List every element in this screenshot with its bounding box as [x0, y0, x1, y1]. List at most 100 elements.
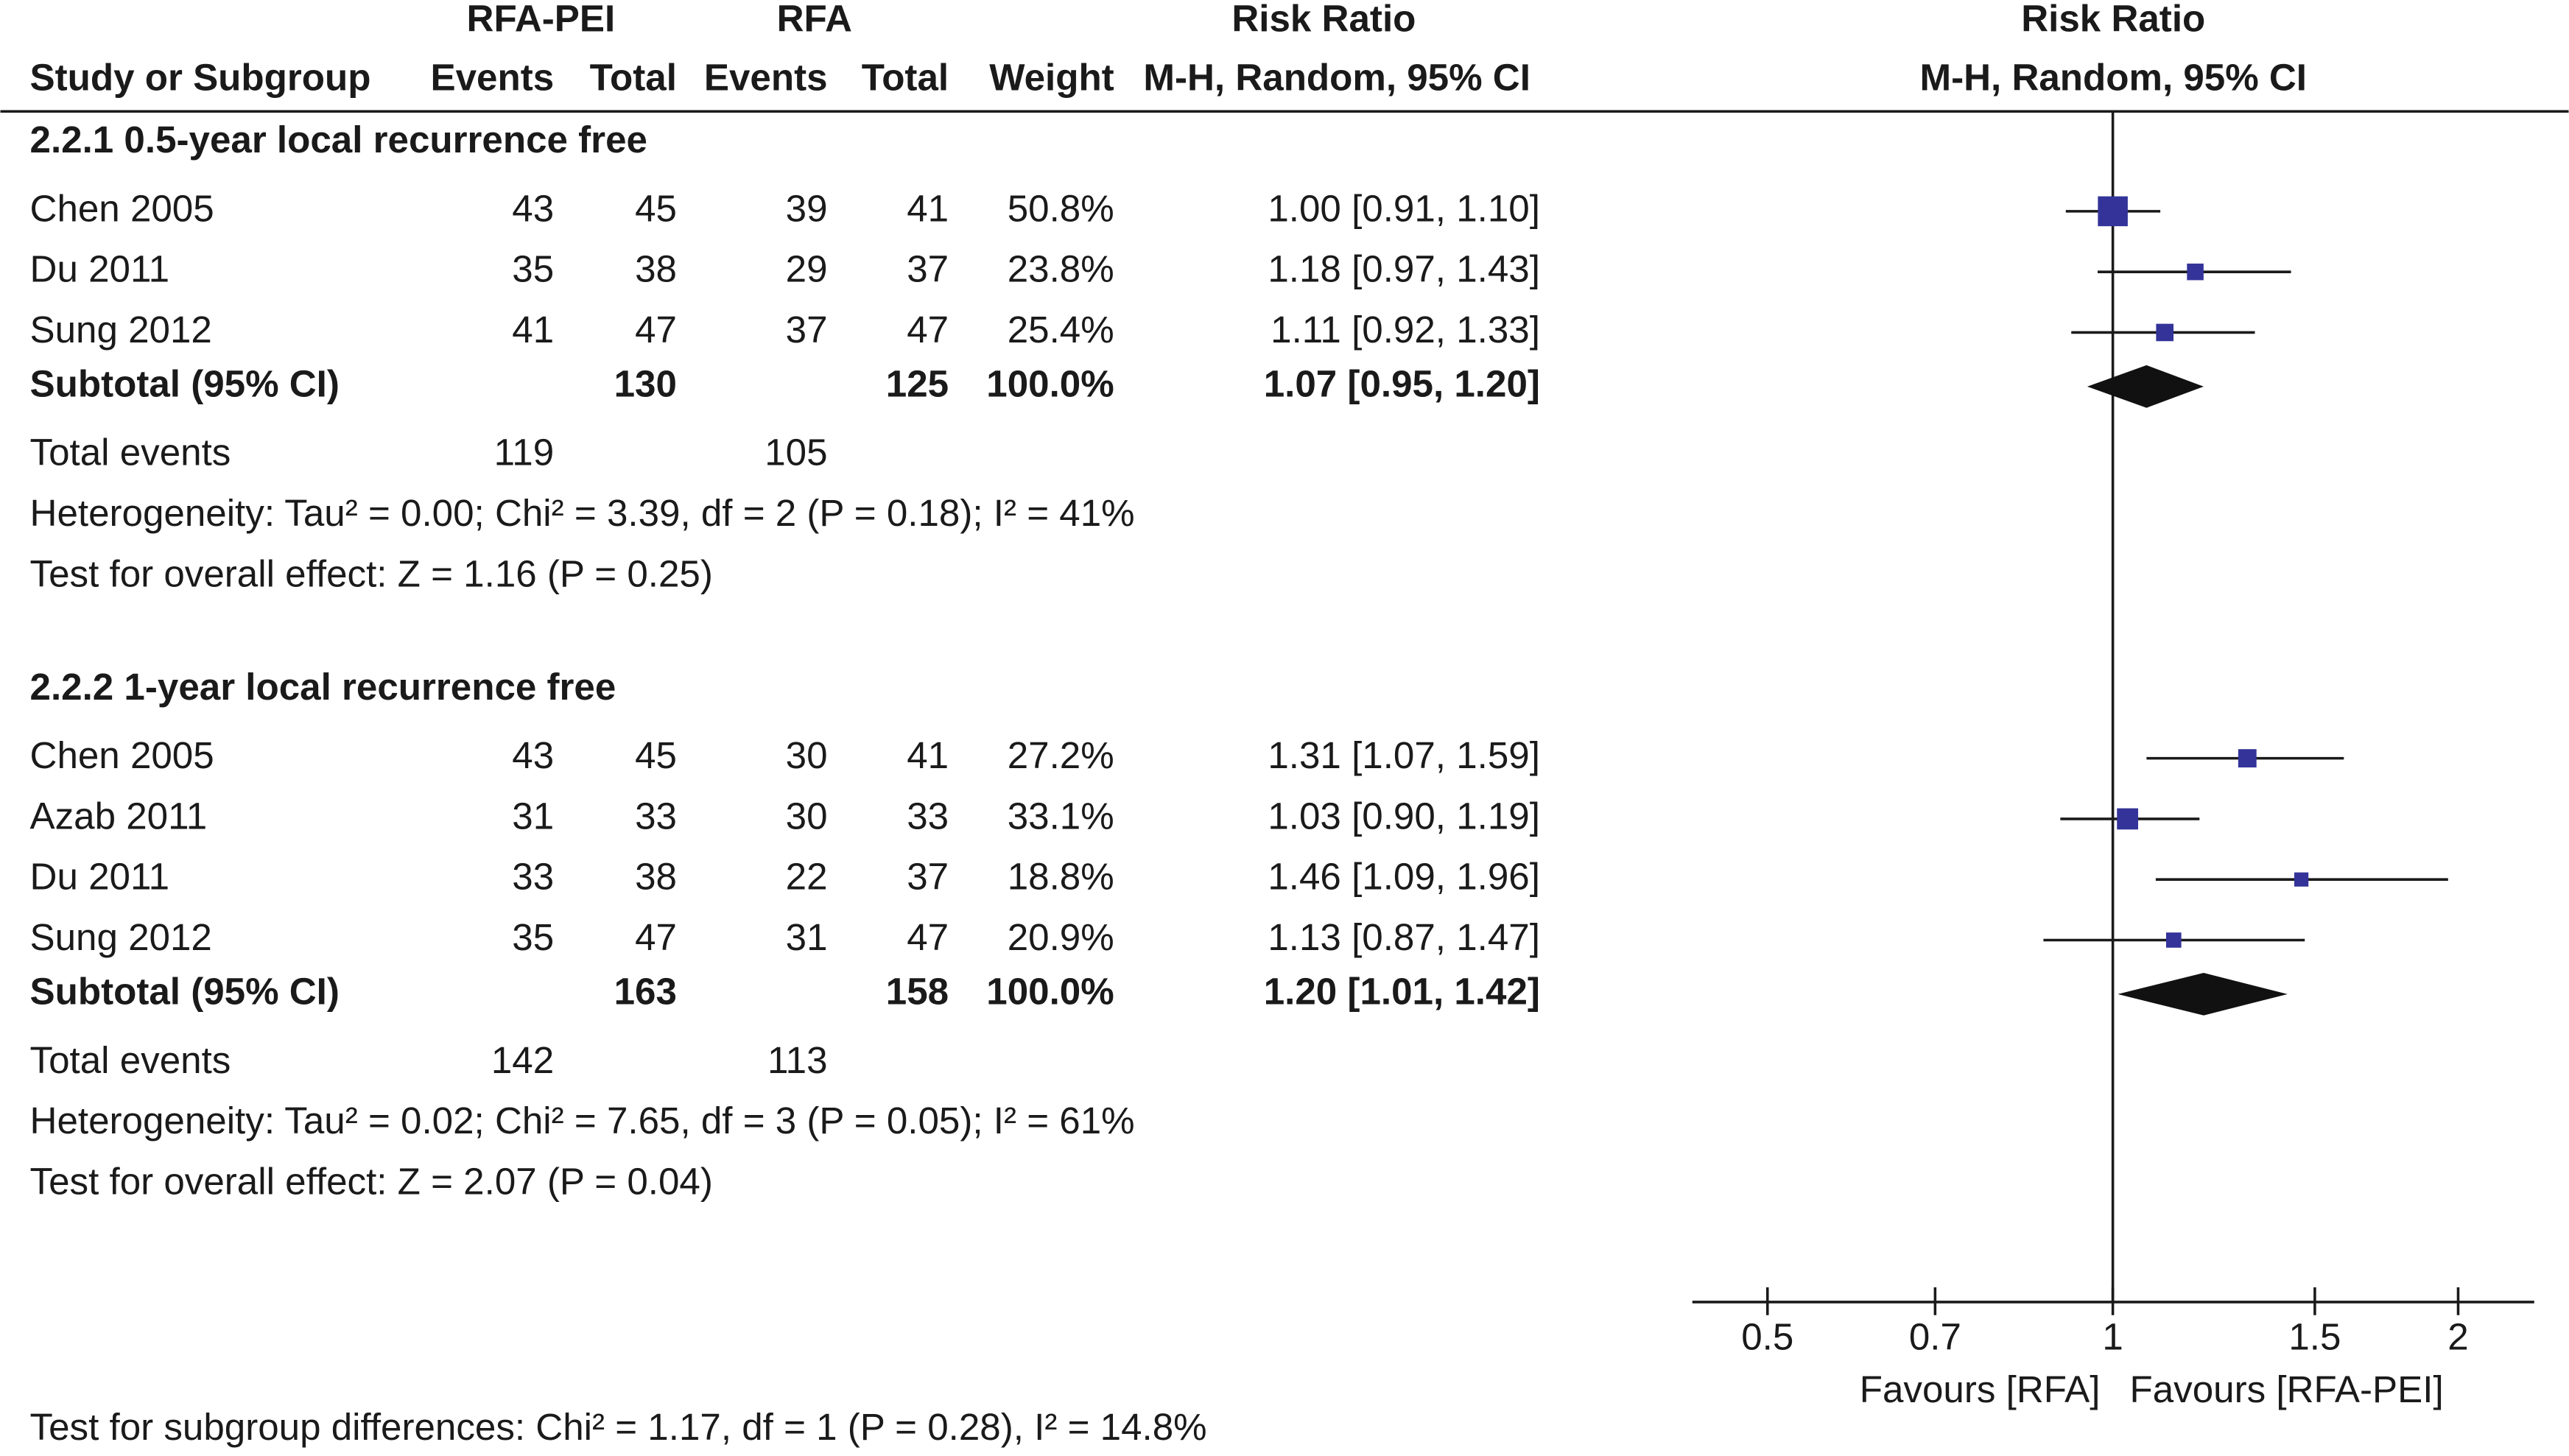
cell: 30 — [786, 795, 828, 837]
group-header: RFA — [777, 0, 852, 39]
cell: 47 — [635, 916, 677, 958]
plot-header: Risk Ratio — [2021, 0, 2205, 39]
cell: 142 — [491, 1039, 554, 1081]
effect-square — [2165, 932, 2182, 948]
group-title: 2.2.1 0.5-year local recurrence free — [30, 119, 647, 161]
cell: 119 — [494, 432, 555, 474]
cell: 41 — [907, 187, 949, 229]
cell: 29 — [786, 248, 828, 290]
cell: 37 — [786, 309, 828, 351]
cell: 41 — [512, 309, 554, 351]
cell: 43 — [512, 187, 554, 229]
cell: 45 — [635, 187, 677, 229]
overall-effect: Test for overall effect: Z = 1.16 (P = 0… — [30, 552, 713, 594]
column-header: Total — [590, 56, 677, 98]
cell: 1.11 [0.92, 1.33] — [1271, 309, 1540, 351]
column-header: Study or Subgroup — [30, 56, 371, 98]
study-name: Sung 2012 — [30, 309, 212, 351]
cell: 1.46 [1.09, 1.96] — [1268, 856, 1540, 898]
cell: 33 — [512, 856, 554, 898]
heterogeneity: Heterogeneity: Tau² = 0.02; Chi² = 7.65,… — [30, 1100, 1135, 1142]
cell: 163 — [614, 970, 677, 1012]
cell: 41 — [907, 734, 949, 776]
subgroup-test: Test for subgroup differences: Chi² = 1.… — [30, 1406, 1207, 1448]
x-tick-label: 1.5 — [2288, 1316, 2341, 1358]
column-header: Events — [431, 56, 555, 98]
column-header: Weight — [989, 56, 1114, 98]
cell: 125 — [886, 362, 949, 404]
cell: 113 — [767, 1039, 828, 1081]
group-header: RFA-PEI — [467, 0, 616, 39]
cell: 38 — [635, 856, 677, 898]
cell: 23.8% — [1008, 248, 1114, 290]
cell: 31 — [786, 916, 828, 958]
cell: 33 — [635, 795, 677, 837]
x-tick-label: 0.7 — [1909, 1316, 1961, 1358]
plot-header: M-H, Random, 95% CI — [1920, 56, 2308, 98]
cell: 39 — [786, 187, 828, 229]
cell: 1.13 [0.87, 1.47] — [1268, 916, 1540, 958]
cell: 37 — [907, 248, 949, 290]
cell: 47 — [907, 916, 949, 958]
pooled-diamond — [2087, 365, 2204, 408]
study-name: Du 2011 — [30, 856, 170, 898]
cell: 27.2% — [1008, 734, 1114, 776]
cell: 105 — [765, 432, 827, 474]
pooled-diamond — [2118, 972, 2288, 1016]
effect-square — [2156, 323, 2174, 342]
favours-left: Favours [RFA] — [1860, 1368, 2101, 1410]
cell: 31 — [512, 795, 554, 837]
cell: 37 — [907, 856, 949, 898]
effect-square — [2294, 872, 2309, 887]
cell: 35 — [512, 916, 554, 958]
overall-effect: Test for overall effect: Z = 2.07 (P = 0… — [30, 1160, 713, 1202]
cell: 45 — [635, 734, 677, 776]
cell: 20.9% — [1008, 916, 1114, 958]
column-header: Total — [862, 56, 949, 98]
cell: 25.4% — [1008, 309, 1114, 351]
cell: 50.8% — [1008, 187, 1114, 229]
cell: 100.0% — [986, 970, 1114, 1012]
cell: 35 — [512, 248, 554, 290]
group-title: 2.2.2 1-year local recurrence free — [30, 666, 616, 708]
study-name: Chen 2005 — [30, 187, 214, 229]
column-header: M-H, Random, 95% CI — [1143, 56, 1530, 98]
column-header: Risk Ratio — [1231, 0, 1416, 39]
favours-right: Favours [RFA-PEI] — [2130, 1368, 2444, 1410]
study-name: Azab 2011 — [30, 795, 208, 837]
heterogeneity: Heterogeneity: Tau² = 0.00; Chi² = 3.39,… — [30, 492, 1135, 534]
study-name: Du 2011 — [30, 248, 170, 290]
effect-square — [2098, 196, 2128, 227]
cell: 18.8% — [1008, 856, 1114, 898]
effect-square — [2117, 808, 2138, 830]
cell: 100.0% — [986, 362, 1114, 404]
cell: 1.03 [0.90, 1.19] — [1268, 795, 1540, 837]
cell: 33 — [907, 795, 949, 837]
cell: 1.31 [1.07, 1.59] — [1268, 734, 1540, 776]
study-name: Sung 2012 — [30, 916, 212, 958]
study-name: Chen 2005 — [30, 734, 214, 776]
cell: 1.18 [0.97, 1.43] — [1268, 248, 1540, 290]
cell: 22 — [786, 856, 828, 898]
x-tick-label: 2 — [2447, 1316, 2468, 1358]
x-tick-label: 1 — [2102, 1316, 2123, 1358]
cell: 43 — [512, 734, 554, 776]
cell: 47 — [907, 309, 949, 351]
x-tick-label: 0.5 — [1741, 1316, 1793, 1358]
subtotal-label: Subtotal (95% CI) — [30, 362, 340, 404]
subtotal-label: Subtotal (95% CI) — [30, 970, 340, 1012]
cell: 33.1% — [1008, 795, 1114, 837]
cell: 1.07 [0.95, 1.20] — [1264, 362, 1540, 404]
cell: 1.20 [1.01, 1.42] — [1264, 970, 1540, 1012]
total-events-label: Total events — [30, 432, 231, 474]
cell: 38 — [635, 248, 677, 290]
cell: 1.00 [0.91, 1.10] — [1268, 187, 1540, 229]
effect-square — [2238, 749, 2257, 768]
cell: 47 — [635, 309, 677, 351]
total-events-label: Total events — [30, 1039, 231, 1081]
cell: 130 — [614, 362, 677, 404]
cell: 158 — [886, 970, 949, 1012]
column-header: Events — [704, 56, 828, 98]
